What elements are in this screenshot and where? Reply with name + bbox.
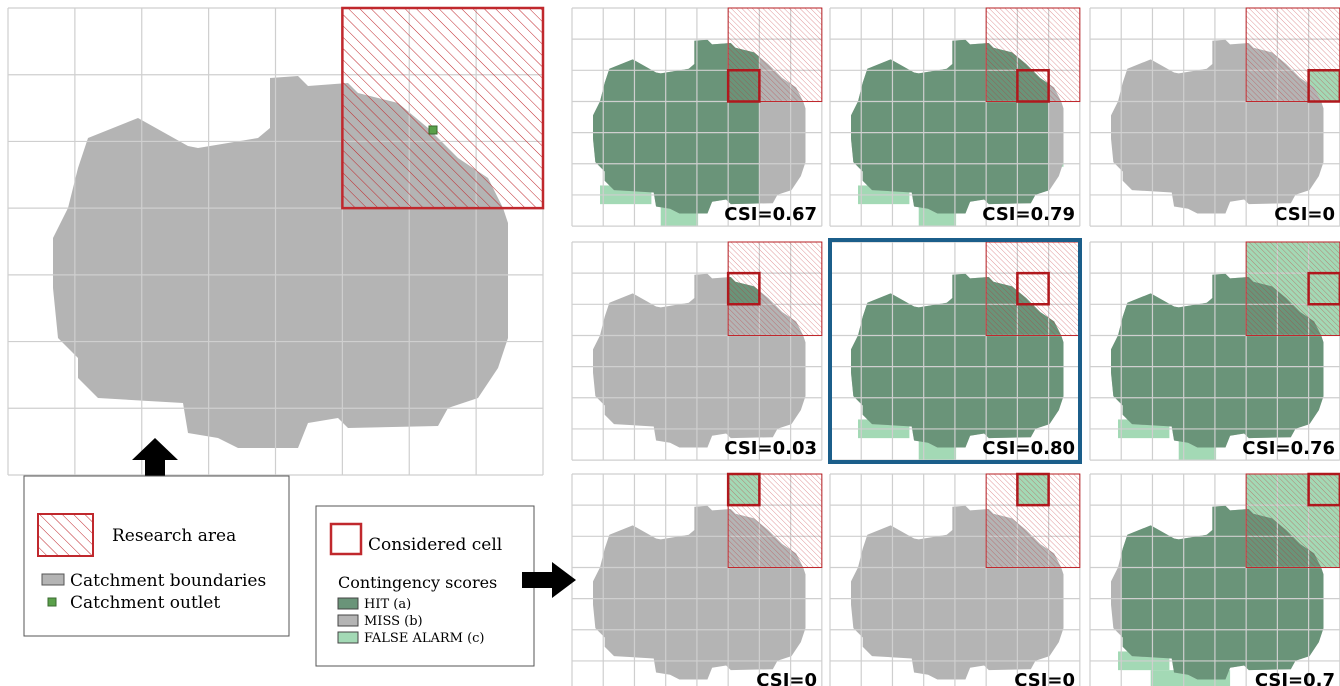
panel-map [1090, 8, 1340, 226]
csi-label: CSI=0 [1274, 204, 1335, 225]
research-area [1246, 8, 1340, 101]
hit-swatch [337, 597, 359, 610]
legend-text: HIT (a) [364, 597, 411, 612]
considered-cell [1017, 273, 1048, 304]
panel-map [830, 8, 1080, 226]
considered-cell [728, 70, 759, 101]
best-highlight [828, 238, 1082, 464]
research-area [986, 242, 1080, 335]
considered-cell [1017, 474, 1048, 505]
research-area [986, 8, 1080, 101]
csi-label: CSI=0.7 [1255, 670, 1335, 686]
legend-title: Contingency scores [338, 573, 497, 592]
legend-scores: Considered cell Contingency scores HIT (… [315, 505, 576, 667]
fa-swatch [337, 631, 359, 644]
arrow-right [522, 562, 576, 598]
miss-swatch [337, 614, 359, 627]
research-swatch [37, 513, 94, 557]
legend-text: Catchment boundaries [70, 571, 266, 591]
research-area [728, 474, 822, 567]
panel-map [572, 474, 822, 686]
research-area [986, 474, 1080, 567]
main-map [8, 8, 543, 475]
research-area [342, 8, 543, 208]
cell-swatch [329, 522, 363, 556]
considered-cell [728, 273, 759, 304]
panel-map [1090, 242, 1340, 460]
panel-map [572, 242, 822, 460]
outlet-swatch [47, 597, 57, 607]
panel-map [830, 242, 1080, 460]
csi-label: CSI=0.76 [1242, 438, 1335, 459]
panel-map [1090, 474, 1340, 686]
outlet [428, 125, 438, 135]
research-area [728, 242, 822, 335]
considered-cell [728, 474, 759, 505]
research-area [728, 8, 822, 101]
legend-research: Research area Catchment boundaries Catch… [23, 438, 290, 637]
panel-map [572, 8, 822, 226]
csi-label: CSI=0.79 [982, 204, 1075, 225]
catchment-swatch [41, 573, 65, 586]
research-area [1246, 242, 1340, 335]
panel-map [830, 474, 1080, 686]
arrow-up [132, 438, 178, 488]
csi-label: CSI=0 [1014, 670, 1075, 686]
csi-label: CSI=0 [756, 670, 817, 686]
csi-label: CSI=0.80 [982, 438, 1075, 459]
legend-text: Research area [112, 526, 236, 546]
legend-text: Catchment outlet [70, 593, 220, 613]
research-area [1246, 474, 1340, 567]
csi-label: CSI=0.67 [724, 204, 817, 225]
maps: CSI=0.67 CSI=0.79 CSI=0 CSI=0.03 CSI=0.80 CSI… [8, 8, 1340, 686]
legend-text: FALSE ALARM (c) [364, 631, 485, 646]
legend-text: MISS (b) [364, 614, 423, 629]
considered-cell [1017, 70, 1048, 101]
legend-text: Considered cell [368, 535, 502, 555]
csi-label: CSI=0.03 [724, 438, 817, 459]
